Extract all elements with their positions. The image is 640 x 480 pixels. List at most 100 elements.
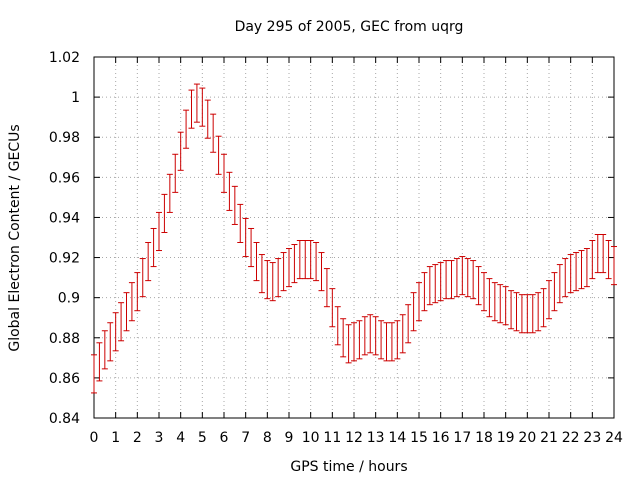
x-tick-label: 0 [90,430,99,446]
data-point-error-bar [188,89,195,129]
data-point-error-bar [269,262,276,302]
data-point-error-bar [437,262,444,302]
data-point-error-bar [518,294,525,334]
data-point-error-bar [535,292,542,332]
data-point-error-bar [280,252,287,292]
data-point-error-bar [361,316,368,356]
data-point-error-bar [166,173,173,213]
y-tick-label: 1.02 [49,50,80,66]
data-point-error-bar [470,260,477,300]
data-point-error-bar [605,240,612,280]
x-tick-label: 8 [263,430,272,446]
data-point-error-bar [529,294,536,334]
data-point-error-bar [388,322,395,362]
data-point-error-bar [546,280,552,320]
data-point-error-bar [351,322,357,362]
data-point-error-bar [231,185,238,225]
data-point-error-bar [199,87,206,127]
data-point-error-bar [453,258,460,298]
data-point-error-bar [123,292,130,332]
x-tick-label: 15 [410,430,428,446]
data-point-error-bar [443,260,450,300]
data-point-error-bar [578,250,585,290]
data-point-error-bar [416,282,422,322]
data-point-error-bar [464,258,471,298]
data-point-error-bar [161,193,168,233]
data-point-error-bar [156,211,162,252]
data-point-error-bar [172,153,179,193]
data-point-error-bar [562,258,569,298]
x-tick-label: 13 [367,430,385,446]
data-point-error-bar [481,272,487,312]
x-tick-label: 6 [220,430,229,446]
data-point-error-bar [242,217,249,258]
data-point-error-bar [237,203,244,244]
data-point-error-bar [286,248,292,288]
x-tick-labels: 0 1 2 3 4 5 6 7 8 9 10 11 12 13 14 15 16 17 18 19 20 21 22 23 24 [90,430,623,446]
data-point-error-bar [432,264,439,304]
data-point-error-bar [253,242,260,282]
data-point-error-bar [193,83,200,123]
y-tick-label: 0.92 [49,251,80,267]
data-point-error-bar [556,264,563,304]
data-point-error-bar [399,314,406,354]
x-tick-label: 21 [540,430,558,446]
data-point-error-bar [426,266,433,306]
y-tick-label: 0.86 [49,371,80,387]
x-tick-label: 24 [605,430,623,446]
axis-ticks [93,56,615,419]
data-point-error-bar [221,153,227,193]
data-point-error-bar [134,272,141,312]
data-point-error-bar [405,304,412,344]
data-point-error-bar [307,240,314,280]
data-point-error-bar [313,242,320,282]
x-tick-label: 16 [432,430,450,446]
data-point-error-bar [96,342,103,382]
y-tick-label: 0.84 [49,411,80,427]
y-tick-labels: 0.84 0.86 0.88 0.9 0.92 0.94 0.96 0.98 1 1.02 [49,50,80,427]
data-point-error-bar [540,288,547,328]
data-point-error-bar [302,240,309,280]
x-tick-label: 3 [155,430,164,446]
data-point-error-bar [367,314,374,354]
data-point-error-bar [594,233,601,274]
data-point-error-bar [145,242,152,282]
data-point-error-bar [150,227,157,268]
y-tick-label: 0.94 [49,210,80,226]
y-tick-label: 0.9 [58,291,80,307]
data-point-error-bar [394,320,401,360]
y-tick-label: 0.88 [49,331,80,347]
data-point-error-bar [459,256,466,296]
x-tick-label: 12 [345,430,363,446]
data-point-error-bar [345,324,352,364]
y-tick-label: 0.96 [49,170,80,186]
data-point-error-bar [226,171,233,211]
data-point-error-bar [502,286,509,326]
x-tick-label: 22 [562,430,580,446]
x-tick-label: 17 [453,430,471,446]
data-point-error-bar [91,354,97,394]
data-point-error-bar [323,268,330,308]
data-point-error-bar [567,254,574,294]
data-point-error-bar [248,227,255,268]
data-point-error-bar [318,252,325,292]
x-tick-label: 4 [176,430,185,446]
data-point-error-bar [486,278,493,318]
x-tick-label: 5 [198,430,207,446]
data-point-error-bar [264,260,271,300]
data-point-error-bar [372,316,379,356]
data-point-error-bar [291,244,298,284]
series-error-bars [91,83,617,394]
data-point-error-bar [118,302,125,342]
data-point-error-bar [573,252,580,292]
x-tick-label: 14 [388,430,406,446]
x-tick-label: 19 [497,430,515,446]
data-point-error-bar [508,290,515,330]
data-point-error-bar [329,288,336,328]
y-tick-label: 1 [71,90,80,106]
data-point-error-bar [410,292,417,332]
data-point-error-bar [275,258,282,298]
data-point-error-bar [524,294,531,334]
y-axis-label: Global Electron Content / GECUs [7,124,23,351]
